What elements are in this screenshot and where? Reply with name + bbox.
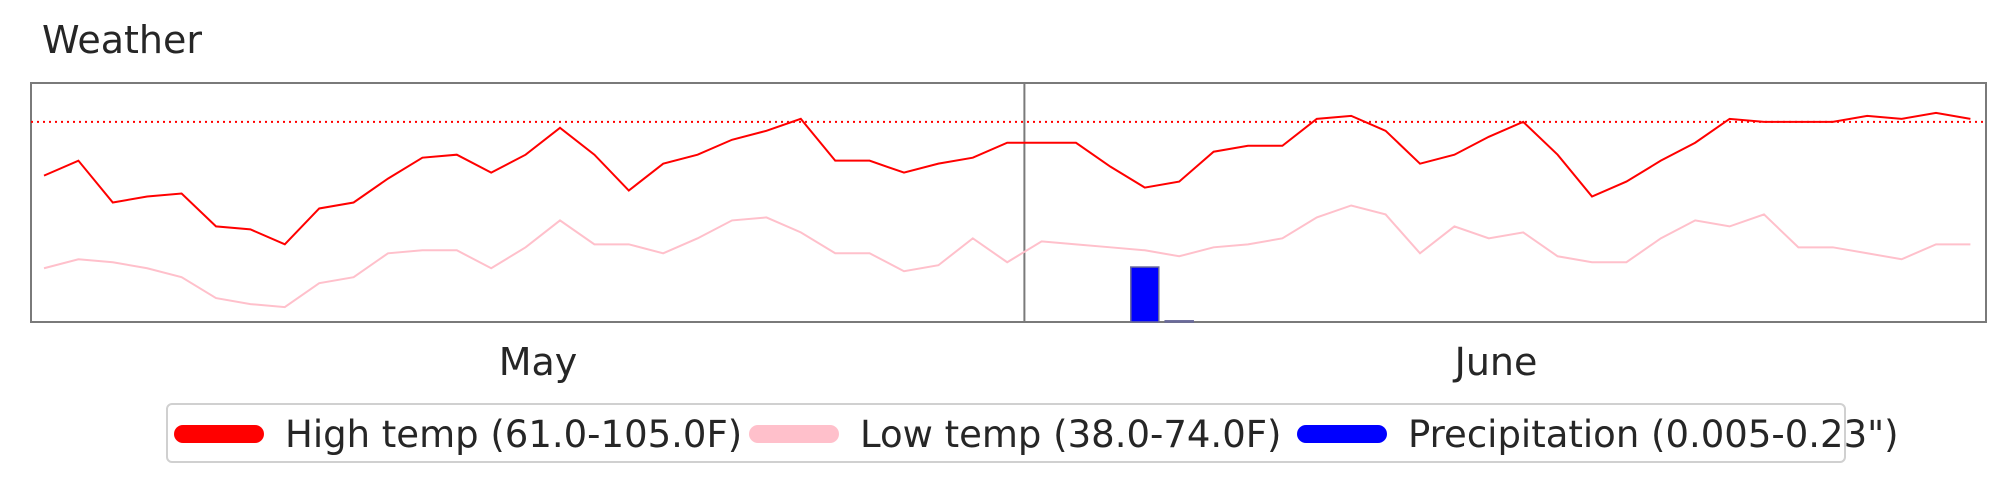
chart-title: Weather <box>42 18 202 62</box>
legend-label-precipitation: Precipitation (0.005-0.23") <box>1408 412 1899 456</box>
legend-item-precipitation: Precipitation (0.005-0.23") <box>1297 405 1899 463</box>
weather-chart <box>30 82 1987 323</box>
legend-swatch-high-temp <box>174 425 264 443</box>
legend-label-low-temp: Low temp (38.0-74.0F) <box>860 412 1282 456</box>
legend-swatch-low-temp <box>749 425 839 443</box>
legend-item-low-temp: Low temp (38.0-74.0F) <box>749 405 1281 463</box>
legend-swatch-precipitation <box>1297 425 1387 443</box>
legend-label-high-temp: High temp (61.0-105.0F) <box>285 412 743 456</box>
legend: High temp (61.0-105.0F) Low temp (38.0-7… <box>166 403 1899 463</box>
month-label-june: June <box>1454 340 1538 384</box>
plot-frame <box>30 82 1987 323</box>
legend-item-high-temp: High temp (61.0-105.0F) <box>174 405 742 463</box>
series-line-1 <box>43 204 1971 309</box>
precipitation-bar-1 <box>1164 320 1194 323</box>
precipitation-bar-0 <box>1130 266 1160 323</box>
month-label-may: May <box>498 340 578 384</box>
series-line-0 <box>43 111 1971 246</box>
